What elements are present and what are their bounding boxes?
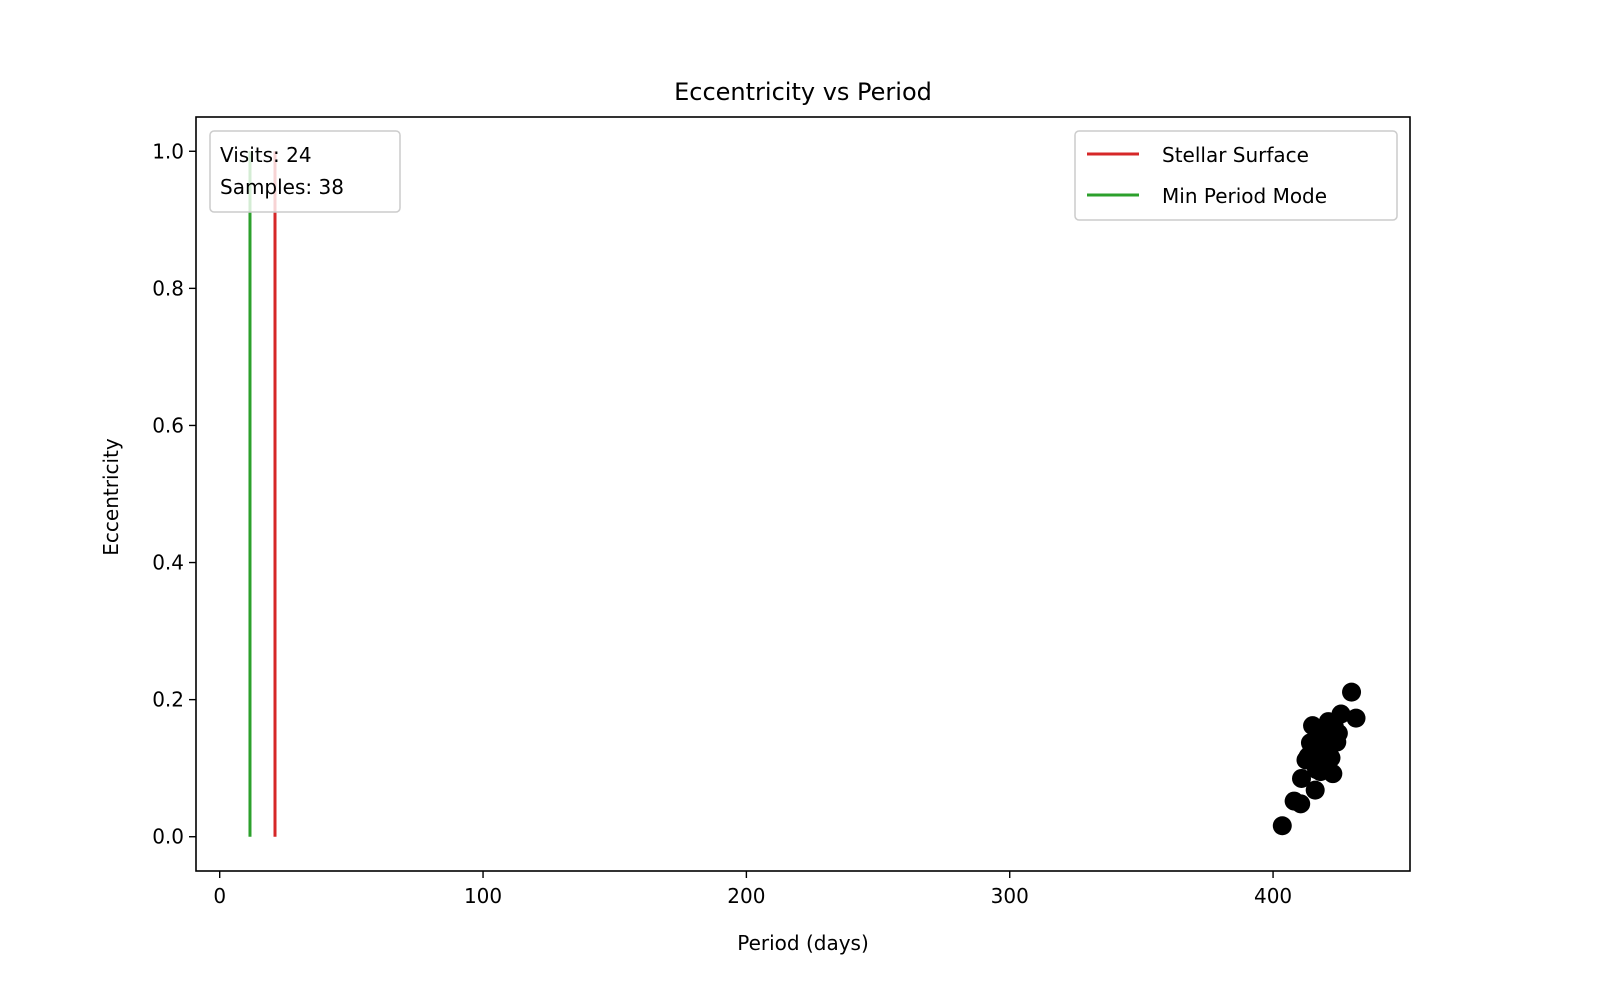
scatter-point (1346, 708, 1366, 728)
scatter-point (1331, 704, 1351, 724)
plot-area (248, 151, 1366, 837)
x-tick-label: 0 (213, 884, 226, 908)
legend-label-stellar-surface: Stellar Surface (1162, 143, 1309, 167)
scatter-point (1305, 780, 1325, 800)
scatter-point (1328, 723, 1348, 743)
x-axis-label: Period (days) (737, 931, 869, 955)
y-tick-label: 0.2 (152, 688, 184, 712)
x-tick-label: 200 (727, 884, 765, 908)
x-tick-label: 100 (464, 884, 502, 908)
scatter-point (1291, 794, 1311, 814)
scatter-point (1272, 816, 1292, 836)
y-tick-label: 0.4 (152, 551, 184, 575)
scatter-point (1292, 768, 1312, 788)
chart-title: Eccentricity vs Period (674, 78, 932, 106)
legend: Stellar Surface Min Period Mode (1074, 130, 1398, 221)
info-box-visits: Visits: 24 (220, 143, 312, 167)
y-tick-label: 0.0 (152, 825, 184, 849)
y-axis: 0.0 0.2 0.4 0.6 0.8 1.0 (152, 139, 196, 849)
info-box: Visits: 24 Samples: 38 (209, 130, 401, 213)
x-axis: 0 100 200 300 400 (213, 871, 1292, 908)
scatter-point (1321, 748, 1341, 768)
y-axis-label: Eccentricity (99, 438, 123, 556)
scatter-point (1323, 764, 1343, 784)
y-tick-label: 1.0 (152, 139, 184, 163)
legend-frame (1074, 130, 1398, 221)
scatter-point (1342, 682, 1362, 702)
info-box-frame (209, 130, 401, 213)
x-tick-label: 400 (1254, 884, 1292, 908)
info-box-samples: Samples: 38 (220, 175, 344, 199)
legend-label-min-period-mode: Min Period Mode (1162, 184, 1327, 208)
y-tick-label: 0.8 (152, 276, 184, 300)
x-tick-label: 300 (991, 884, 1029, 908)
y-tick-label: 0.6 (152, 413, 184, 437)
axes-frame (195, 116, 1411, 872)
